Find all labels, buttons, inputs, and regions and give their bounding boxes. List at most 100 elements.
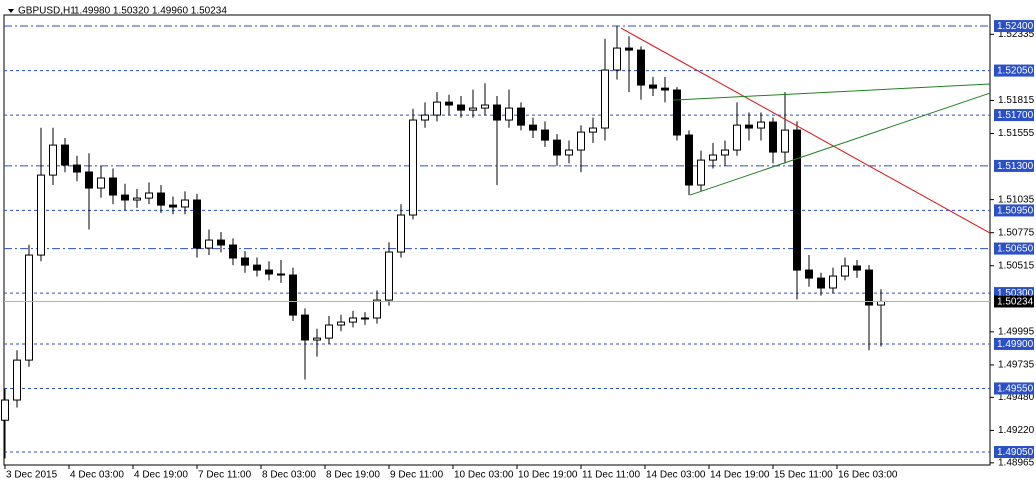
level-label: 1.50300 [997,288,1034,299]
candle-body [121,194,129,201]
menu-arrow[interactable] [8,9,14,13]
candle-body [625,47,633,51]
candle-body [721,149,729,156]
candle-body [385,251,393,301]
candle-body [133,197,141,201]
candle-body [661,87,669,91]
candle-body [697,159,705,186]
candle-body [637,49,645,86]
candle-body [457,104,465,111]
candle-body [517,107,525,126]
x-tick-label: 4 Dec 19:00 [134,470,188,481]
x-tick-label: 11 Dec 11:00 [582,470,640,481]
candle-body [61,144,69,166]
candle-body [433,101,441,116]
candle-body [217,239,225,246]
candle-body [685,134,693,186]
candle-body [229,244,237,259]
candle-body [313,337,321,341]
candle-body [73,164,81,173]
candle-body [421,114,429,121]
level-label: 1.49050 [997,447,1034,458]
candle-body [397,214,405,253]
candle-body [1,399,9,421]
y-tick-label: 1.52335 [998,29,1035,40]
candle-body [361,317,369,320]
level-label: 1.51700 [997,110,1034,121]
candle-body [769,121,777,153]
candle-body [577,131,585,151]
candle-body [733,124,741,151]
x-tick-label: 10 Dec 03:00 [454,470,514,481]
x-tick-label: 4 Dec 03:00 [70,470,124,481]
level-label-box [994,204,1034,217]
candle-body [469,107,477,111]
candle-body [181,199,189,208]
candle-body [745,124,753,129]
candle-body [37,174,45,256]
x-tick-label: 16 Dec 03:00 [838,470,898,481]
candle-body [565,149,573,156]
candle-body [253,264,261,271]
y-tick-label: 1.49995 [998,327,1035,338]
candle-body [49,144,57,176]
candle-body [781,129,789,153]
candle-body [673,89,681,136]
candle-body [529,124,537,131]
candle-body [25,254,33,361]
candle-body [817,277,825,289]
trend-line [620,27,991,234]
chart-quote: 1.49980 1.50320 1.49960 1.50234 [74,6,227,17]
candle-body [445,101,453,106]
candle-body [865,269,873,306]
candle-body [493,104,501,121]
candle-body [301,314,309,341]
level-label-box [994,109,1034,122]
level-label: 1.49900 [997,339,1034,350]
trend-line [672,83,991,101]
candle-body [841,265,849,277]
candle-body [109,177,117,196]
level-label-box [994,446,1034,459]
y-tick-label: 1.49735 [998,360,1035,371]
candle-body [709,154,717,161]
level-label-box [994,64,1034,77]
x-tick-label: 8 Dec 19:00 [326,470,380,481]
chart-symbol: GBPUSD,H1 [18,6,76,17]
candle-body [373,299,381,319]
candle-body [877,300,885,306]
level-label: 1.50650 [997,244,1034,255]
level-label-box [994,159,1034,172]
candle-body [553,139,561,156]
candle-body [145,192,153,199]
candle-body [241,257,249,266]
x-tick-label: 15 Dec 11:00 [774,470,833,481]
level-label-box [994,20,1034,33]
candle-body [289,274,297,316]
candle-body [541,129,549,141]
candle-body [325,324,333,339]
plot-frame [3,14,991,466]
candle-body [337,321,345,326]
y-tick-label: 1.49480 [998,392,1035,403]
x-tick-label: 8 Dec 03:00 [262,470,316,481]
candle-body [13,359,21,401]
candle-body [277,273,285,276]
y-tick-label: 1.48965 [998,457,1035,468]
level-label: 1.51300 [997,161,1034,172]
candle-body [97,177,105,189]
candle-body [265,269,273,275]
candle-body [205,239,213,249]
candle-body [853,265,861,271]
current-price-label: 1.50234 [997,297,1034,308]
candle-body [649,84,657,89]
level-label-box [994,337,1034,350]
candle-body [349,317,357,323]
candle-body [169,204,177,208]
y-tick-label: 1.50515 [998,260,1035,271]
candle-body [193,199,201,249]
x-tick-label: 14 Dec 03:00 [646,470,706,481]
candle-body [505,107,513,121]
